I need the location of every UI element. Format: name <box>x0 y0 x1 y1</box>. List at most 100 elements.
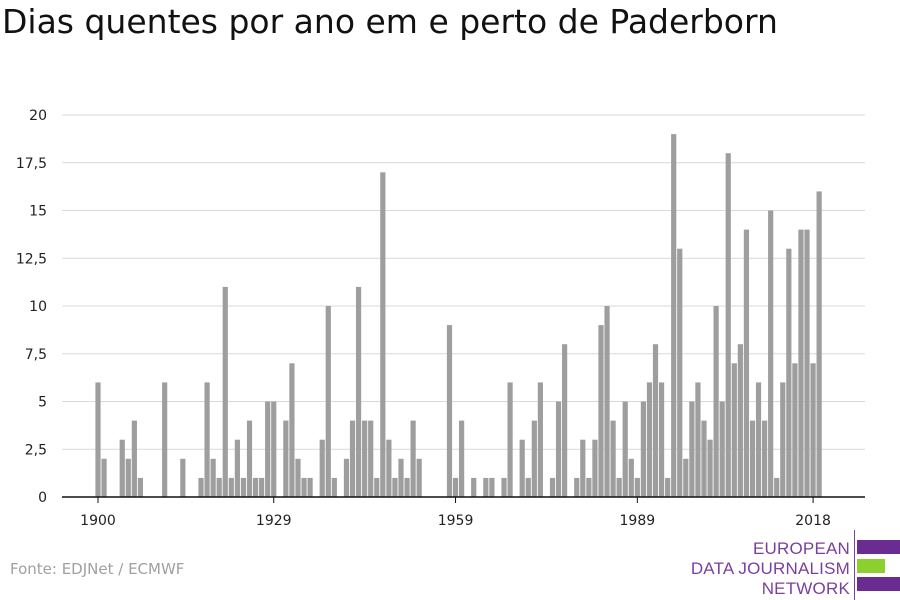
bar-1939 <box>331 477 337 497</box>
bar-1932 <box>289 363 295 497</box>
bar-1996 <box>677 248 683 497</box>
chart-title: Dias quentes por ano em e perto de Pader… <box>2 2 778 41</box>
bar-1982 <box>592 439 598 497</box>
bar-1958 <box>446 325 453 497</box>
bar-2009 <box>755 382 762 497</box>
bar-1962 <box>471 477 477 497</box>
bar-1943 <box>355 286 362 497</box>
bar-1998 <box>689 401 695 497</box>
y-tick-label: 15 <box>29 204 47 220</box>
edjnet-logo[interactable]: EUROPEAN DATA JOURNALISM NETWORK <box>691 530 900 600</box>
bar-1941 <box>343 458 350 497</box>
axes: 0 2,5 5 7,5 10 12,5 15 17,5 20 1900 1929 1959 1989 20… <box>16 108 865 529</box>
bar-1907 <box>137 477 144 497</box>
bar-1935 <box>307 477 313 497</box>
bar-1953 <box>416 458 422 497</box>
bar-2005 <box>731 363 737 497</box>
y-tick-label: 7,5 <box>25 347 47 363</box>
source-note: Fonte: EDJNet / ECMWF <box>10 560 185 578</box>
bars <box>95 134 822 498</box>
bar-1964 <box>483 477 489 497</box>
y-tick-label: 0 <box>38 490 47 506</box>
bar-2016 <box>798 229 804 497</box>
bar-1945 <box>368 420 374 497</box>
bar-2006 <box>737 344 743 497</box>
bar-2019 <box>816 191 822 497</box>
bar-1950 <box>398 458 404 497</box>
bar-1984 <box>604 306 610 497</box>
bar-2018 <box>810 363 816 497</box>
bar-1919 <box>210 458 216 497</box>
bar-1925 <box>246 420 253 497</box>
bar-1944 <box>362 420 368 497</box>
x-tick-label: 1989 <box>620 513 656 529</box>
bar-1927 <box>259 477 265 497</box>
y-tick-label: 10 <box>29 299 47 315</box>
bar-1934 <box>301 477 307 497</box>
bar-1937 <box>319 439 325 497</box>
bar-1901 <box>101 458 107 497</box>
bar-2002 <box>713 306 719 497</box>
bar-2008 <box>749 420 756 497</box>
bar-1905 <box>125 458 131 497</box>
bar-1951 <box>404 477 410 497</box>
bar-1938 <box>325 306 331 497</box>
bar-2014 <box>786 248 792 497</box>
bar-1992 <box>652 344 659 497</box>
bar-1949 <box>392 477 398 497</box>
y-tick-label: 12,5 <box>16 251 47 267</box>
bar-2007 <box>743 229 750 497</box>
bar-1900 <box>95 382 101 497</box>
bar-1968 <box>507 382 513 497</box>
bar-1976 <box>555 401 562 497</box>
bar-1990 <box>640 401 646 497</box>
bar-1993 <box>658 382 665 497</box>
bar-1933 <box>295 458 301 497</box>
bar-2017 <box>804 229 810 497</box>
logo-divider <box>854 530 855 600</box>
bar-1988 <box>628 458 634 497</box>
bar-1970 <box>519 439 525 497</box>
bar-1960 <box>459 420 465 497</box>
bar-1997 <box>683 458 689 497</box>
bar-1967 <box>501 477 507 497</box>
bar-1980 <box>580 439 586 497</box>
bar-1972 <box>531 420 537 497</box>
y-tick-label: 5 <box>38 395 47 411</box>
bar-1985 <box>610 420 616 497</box>
bar-1987 <box>622 401 628 497</box>
logo-bar-green <box>857 559 885 573</box>
bar-1942 <box>349 420 356 497</box>
bar-1906 <box>131 420 137 497</box>
bar-1979 <box>574 477 580 497</box>
bar-1995 <box>671 134 677 497</box>
bar-1911 <box>162 382 168 497</box>
bar-1989 <box>634 477 640 497</box>
logo-bar-purple-bottom <box>857 577 900 591</box>
bar-1917 <box>198 477 204 497</box>
bar-1931 <box>283 420 289 497</box>
bar-1928 <box>265 401 271 497</box>
bar-1991 <box>646 382 653 497</box>
bar-1904 <box>119 439 125 497</box>
bar-1924 <box>240 477 247 497</box>
logo-text-european: EUROPEAN <box>752 539 850 558</box>
x-tick-label: 1959 <box>438 513 474 529</box>
y-tick-label: 2,5 <box>25 442 47 458</box>
bar-1959 <box>452 477 459 497</box>
bar-1918 <box>204 382 210 497</box>
bar-2000 <box>701 420 707 497</box>
bar-1986 <box>616 477 622 497</box>
bar-1994 <box>665 477 671 497</box>
y-tick-label: 17,5 <box>16 156 47 172</box>
bar-2003 <box>719 401 725 497</box>
bar-1965 <box>489 477 495 497</box>
bar-1977 <box>562 344 568 497</box>
bar-1921 <box>222 286 228 497</box>
x-tick-label: 2018 <box>795 513 831 529</box>
bar-1923 <box>234 439 240 497</box>
bar-2015 <box>792 363 798 497</box>
x-tick-label: 1929 <box>256 513 292 529</box>
bar-1975 <box>549 477 556 497</box>
